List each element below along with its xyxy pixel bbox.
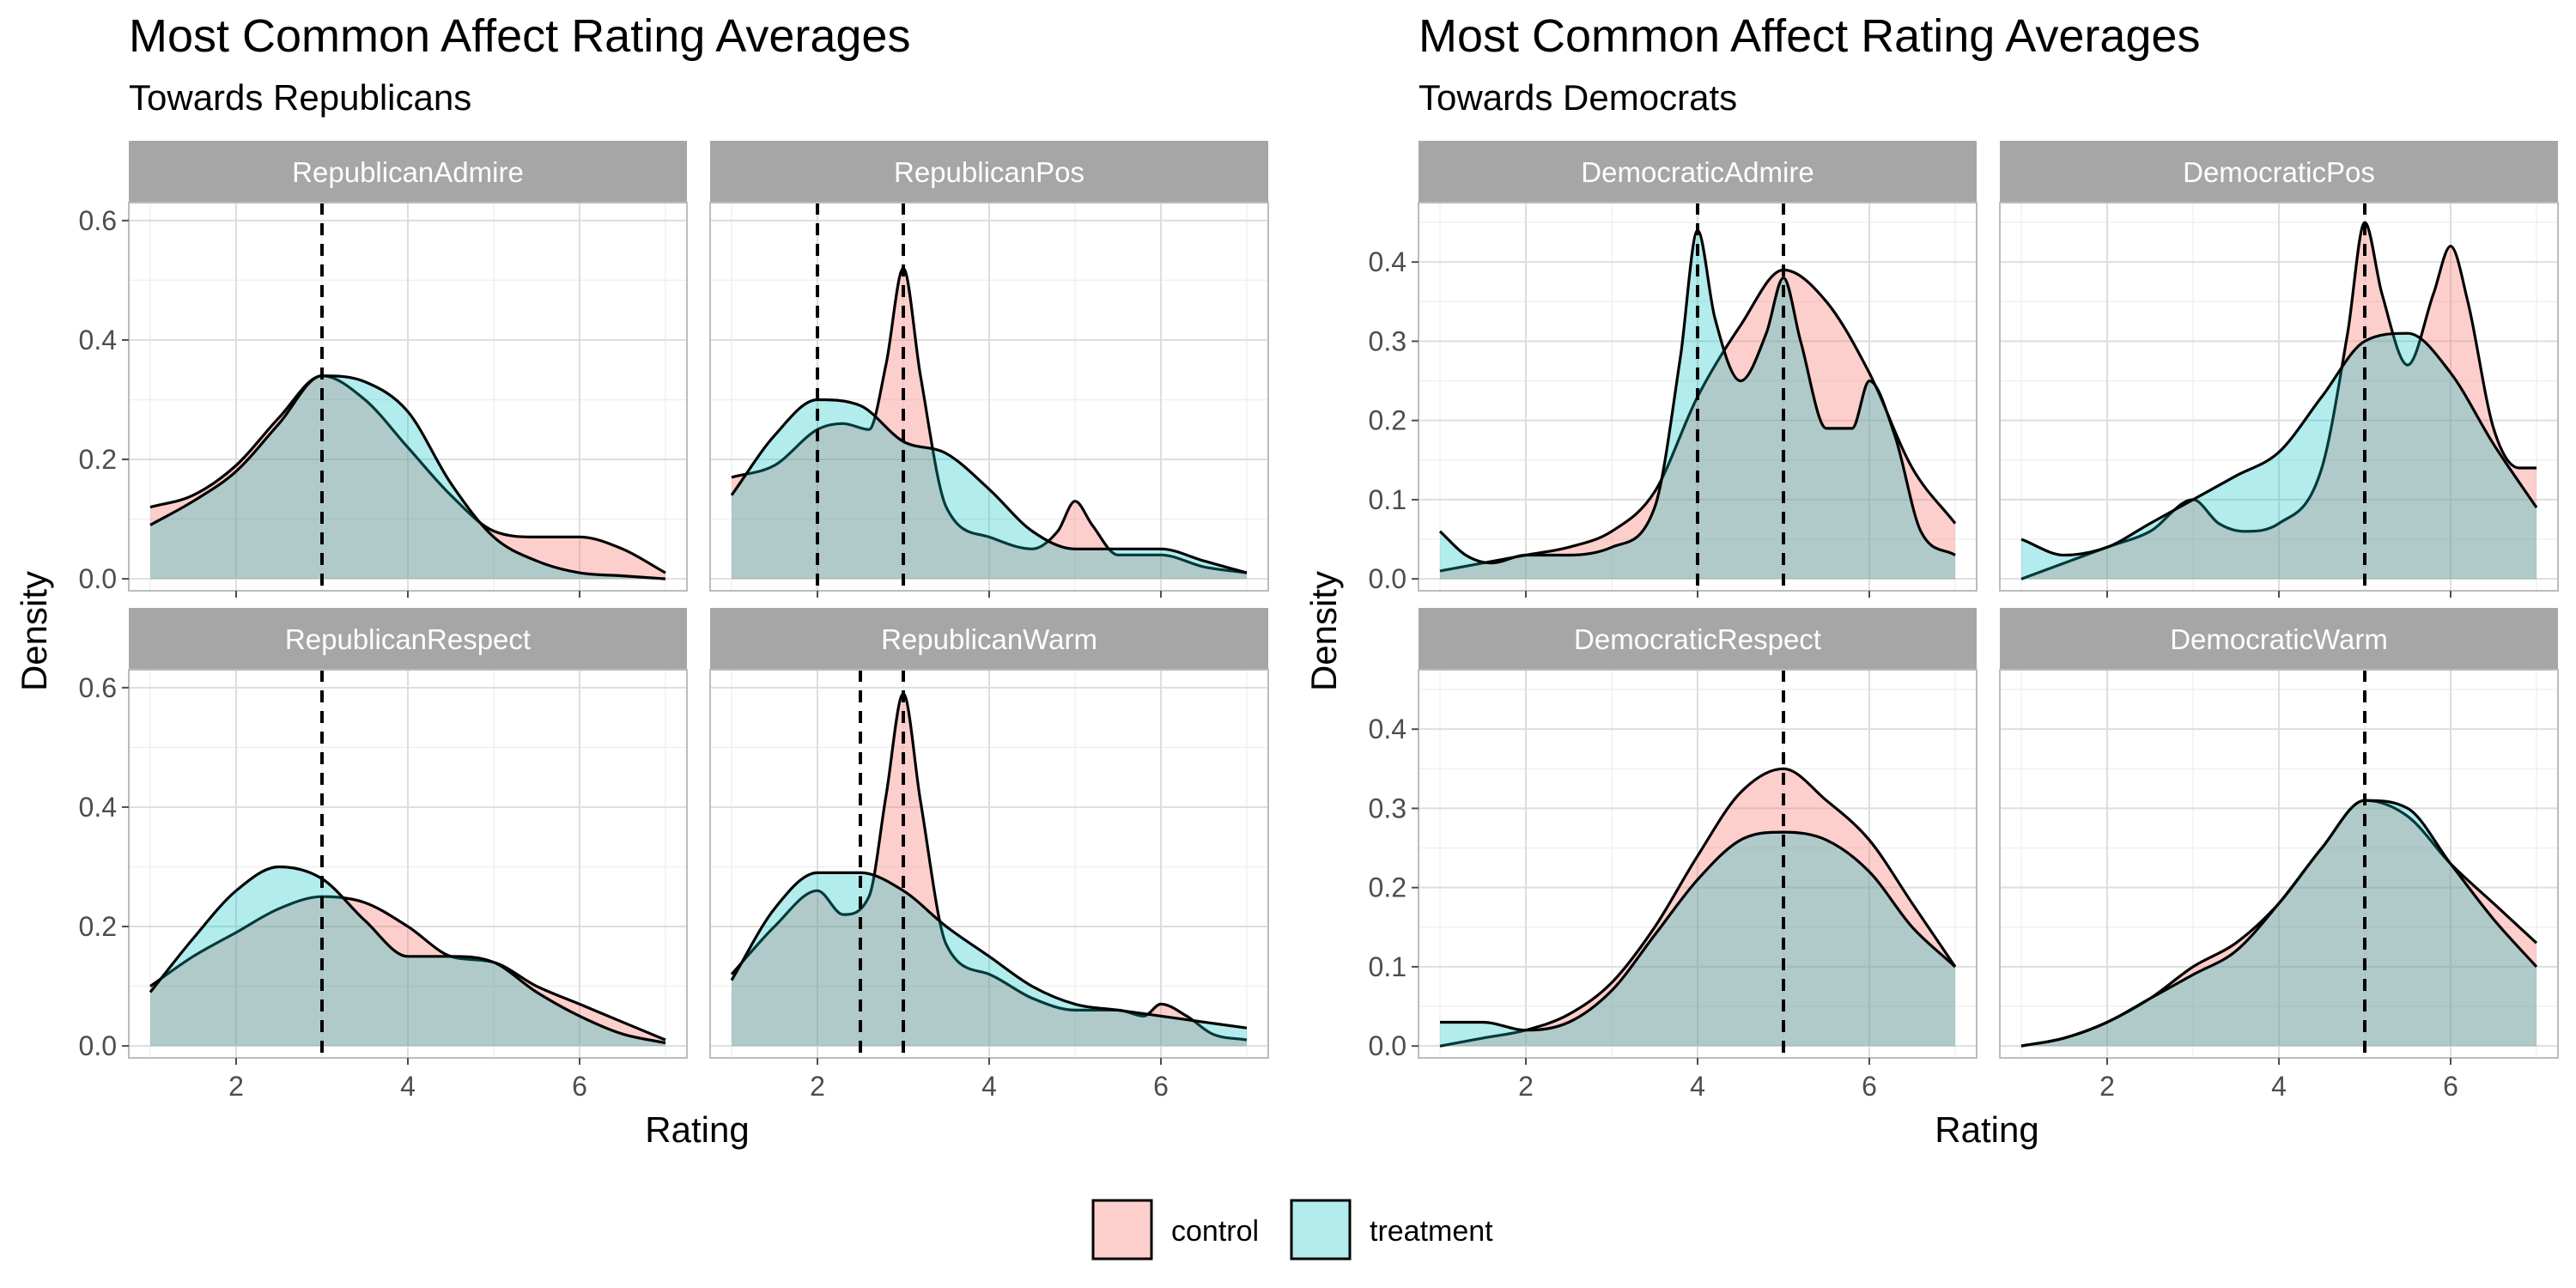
panel-democraticrespect: DemocraticRespect 0.0 0.1 0.2 0.3 0.4 2 4 6 [1369, 608, 1978, 1102]
right-figure-title: Most Common Affect Rating Averages [1419, 10, 2200, 62]
y-tick-label: 0.3 [1369, 325, 1406, 356]
density-line-control-republicanrespect [149, 895, 666, 1042]
y-tick-label: 0.2 [1369, 405, 1406, 436]
panel-democraticpos: DemocraticPos [1999, 141, 2559, 598]
density-area-treatment-democraticwarm [2021, 800, 2537, 1047]
strip-republicanrespect [129, 608, 687, 670]
y-tick-label: 0.0 [79, 1030, 117, 1061]
y-tick-label: 0.2 [1369, 872, 1406, 903]
y-tick-label: 0.4 [79, 792, 117, 823]
strip-label-democraticpos: DemocraticPos [2183, 156, 2375, 188]
density-area-treatment-democraticpos [2021, 333, 2537, 580]
strip-label-democraticrespect: DemocraticRespect [1574, 623, 1821, 655]
y-tick-label: 0.1 [1369, 484, 1406, 515]
strip-label-republicanadmire: RepublicanAdmire [292, 156, 524, 188]
y-tick-label: 0.0 [79, 563, 117, 594]
density-line-control-republicanpos [731, 266, 1248, 574]
density-line-control-republicanadmire [149, 374, 666, 574]
density-area-control-democraticrespect [1440, 769, 1955, 1047]
legend-key-control [1091, 1199, 1153, 1261]
density-area-control-republicanrespect [150, 896, 665, 1047]
y-tick-label: 0.6 [79, 205, 117, 236]
strip-democraticpos [2000, 141, 2558, 203]
x-tick-label: 2 [228, 1071, 244, 1102]
strip-democraticrespect [1419, 608, 1977, 670]
strip-label-republicanrespect: RepublicanRespect [285, 623, 531, 655]
density-area-control-republicanwarm [732, 693, 1247, 1047]
y-tick-label: 0.1 [1369, 951, 1406, 982]
legend-key-treatment [1290, 1199, 1352, 1261]
density-area-control-republicanpos [732, 268, 1247, 580]
left-x-axis-title: Rating [645, 1109, 749, 1150]
density-line-control-democraticpos [2020, 221, 2537, 580]
x-tick-label: 6 [2443, 1071, 2458, 1102]
density-line-treatment-republicanadmire [149, 374, 666, 580]
y-tick-label: 0.2 [79, 911, 117, 942]
density-area-control-democraticpos [2021, 222, 2537, 580]
y-tick-label: 0.0 [1369, 563, 1406, 594]
y-tick-label: 0.0 [1369, 1030, 1406, 1061]
strip-republicanadmire [129, 141, 687, 203]
panel-democraticadmire: DemocraticAdmire 0.0 0.1 0.2 0.3 0.4 [1369, 141, 1978, 598]
strip-label-republicanwarm: RepublicanWarm [881, 623, 1097, 655]
y-tick-label: 0.4 [1369, 714, 1406, 744]
left-y-axis-title: Density [14, 571, 54, 691]
density-line-treatment-republicanwarm [730, 871, 1248, 1030]
strip-republicanpos [710, 141, 1268, 203]
density-line-treatment-democraticpos [2020, 331, 2538, 557]
panel-republicanwarm: RepublicanWarm 2 4 6 [709, 608, 1269, 1102]
density-line-control-democraticrespect [1439, 767, 1957, 1048]
density-area-treatment-republicanadmire [150, 375, 665, 580]
x-tick-label: 4 [981, 1071, 997, 1102]
x-tick-label: 6 [1153, 1071, 1169, 1102]
strip-democraticadmire [1419, 141, 1977, 203]
x-tick-label: 2 [1518, 1071, 1534, 1102]
left-figure-subtitle: Towards Republicans [129, 77, 471, 118]
strip-republicanwarm [710, 608, 1268, 670]
panel-democraticwarm: DemocraticWarm 2 4 6 [1999, 608, 2559, 1102]
density-line-treatment-republicanpos [730, 398, 1248, 574]
density-line-treatment-republicanrespect [149, 865, 666, 1045]
x-tick-label: 2 [2099, 1071, 2115, 1102]
x-tick-label: 4 [1690, 1071, 1705, 1102]
density-area-control-republicanadmire [150, 375, 665, 580]
legend-label-treatment: treatment [1370, 1215, 1493, 1248]
right-x-axis-title: Rating [1935, 1109, 2038, 1150]
y-tick-label: 0.6 [79, 672, 117, 703]
y-tick-label: 0.3 [1369, 793, 1406, 823]
y-tick-label: 0.4 [79, 325, 117, 355]
x-tick-label: 6 [572, 1071, 587, 1102]
right-figure-subtitle: Towards Democrats [1419, 77, 1737, 118]
density-line-treatment-democraticwarm [2020, 799, 2538, 1048]
left-figure-title: Most Common Affect Rating Averages [129, 10, 910, 62]
right-y-axis-title: Density [1303, 571, 1344, 691]
x-tick-label: 2 [810, 1071, 825, 1102]
density-area-control-democraticadmire [1440, 270, 1955, 580]
density-area-treatment-democraticrespect [1440, 832, 1955, 1047]
strip-label-democraticadmire: DemocraticAdmire [1581, 156, 1814, 188]
density-area-treatment-democraticadmire [1440, 230, 1955, 580]
x-tick-label: 6 [1862, 1071, 1877, 1102]
x-tick-label: 4 [2271, 1071, 2287, 1102]
facet-panels: RepublicanAdmire 0.0 0.2 0.4 0.6 RepublicanPo… [79, 141, 2559, 1102]
panel-republicanrespect: RepublicanRespect 0.0 0.2 0.4 0.6 2 4 6 [79, 608, 688, 1102]
strip-label-republicanpos: RepublicanPos [894, 156, 1084, 188]
y-tick-label: 0.2 [79, 444, 117, 475]
density-line-treatment-democraticrespect [1439, 830, 1957, 1032]
strip-label-democraticwarm: DemocraticWarm [2170, 623, 2388, 655]
strip-democraticwarm [2000, 608, 2558, 670]
density-line-treatment-democraticadmire [1438, 228, 1956, 565]
y-tick-label: 0.4 [1369, 246, 1406, 277]
density-area-control-democraticwarm [2021, 800, 2537, 1047]
density-line-control-republicanwarm [730, 692, 1248, 1042]
legend: control treatment [1091, 1199, 1493, 1261]
x-tick-label: 4 [400, 1071, 416, 1102]
legend-label-control: control [1171, 1215, 1259, 1248]
panel-republicanadmire: RepublicanAdmire 0.0 0.2 0.4 0.6 [79, 141, 688, 598]
panel-republicanpos: RepublicanPos [709, 141, 1269, 598]
